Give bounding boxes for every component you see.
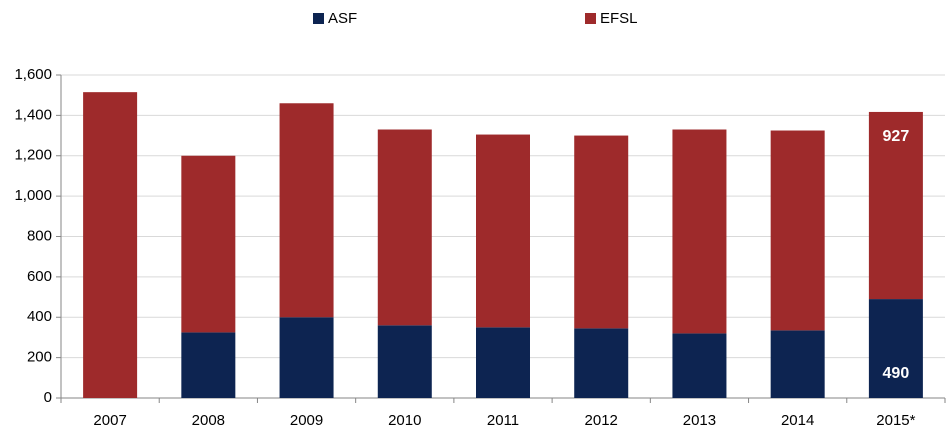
bar-segment (181, 332, 236, 398)
y-tick-label: 600 (27, 268, 52, 285)
y-tick-label: 400 (27, 308, 52, 325)
x-tick-label: 2014 (781, 412, 814, 429)
legend-label: EFSL (600, 10, 638, 27)
bar-segment (868, 111, 923, 300)
bar-segment (377, 325, 432, 398)
bar-segment (868, 299, 923, 398)
bar-segment (377, 129, 432, 326)
y-tick-label: 1,400 (14, 106, 52, 123)
bar-segment (476, 327, 530, 398)
data-label: 927 (883, 128, 910, 145)
legend-label: ASF (328, 10, 357, 27)
y-tick-label: 200 (27, 349, 52, 366)
bar-segment (672, 129, 727, 334)
legend-swatch (313, 13, 324, 24)
bar-segment (279, 317, 334, 398)
y-tick-label: 1,200 (14, 147, 52, 164)
bar-segment (672, 333, 727, 398)
bar-segment (574, 328, 629, 398)
x-tick-label: 2010 (388, 412, 421, 429)
bar-segment (770, 330, 825, 398)
bar-segment (574, 135, 629, 329)
y-tick-label: 800 (27, 227, 52, 244)
legend-swatch (585, 13, 596, 24)
bar-segment (181, 155, 236, 333)
bar-segment (279, 103, 334, 318)
y-tick-label: 1,000 (14, 187, 52, 204)
x-tick-label: 2012 (585, 412, 618, 429)
x-tick-label: 2008 (192, 412, 225, 429)
bar-segment (83, 92, 138, 399)
x-tick-label: 2013 (683, 412, 716, 429)
x-tick-label: 2007 (93, 412, 126, 429)
bar-segment (770, 130, 825, 331)
x-tick-label: 2015* (876, 412, 915, 429)
x-tick-label: 2011 (487, 412, 519, 429)
bar-segment (476, 134, 530, 328)
y-tick-label: 1,600 (14, 66, 52, 83)
x-tick-label: 2009 (290, 412, 323, 429)
y-tick-label: 0 (44, 389, 52, 406)
data-label: 490 (883, 365, 910, 382)
